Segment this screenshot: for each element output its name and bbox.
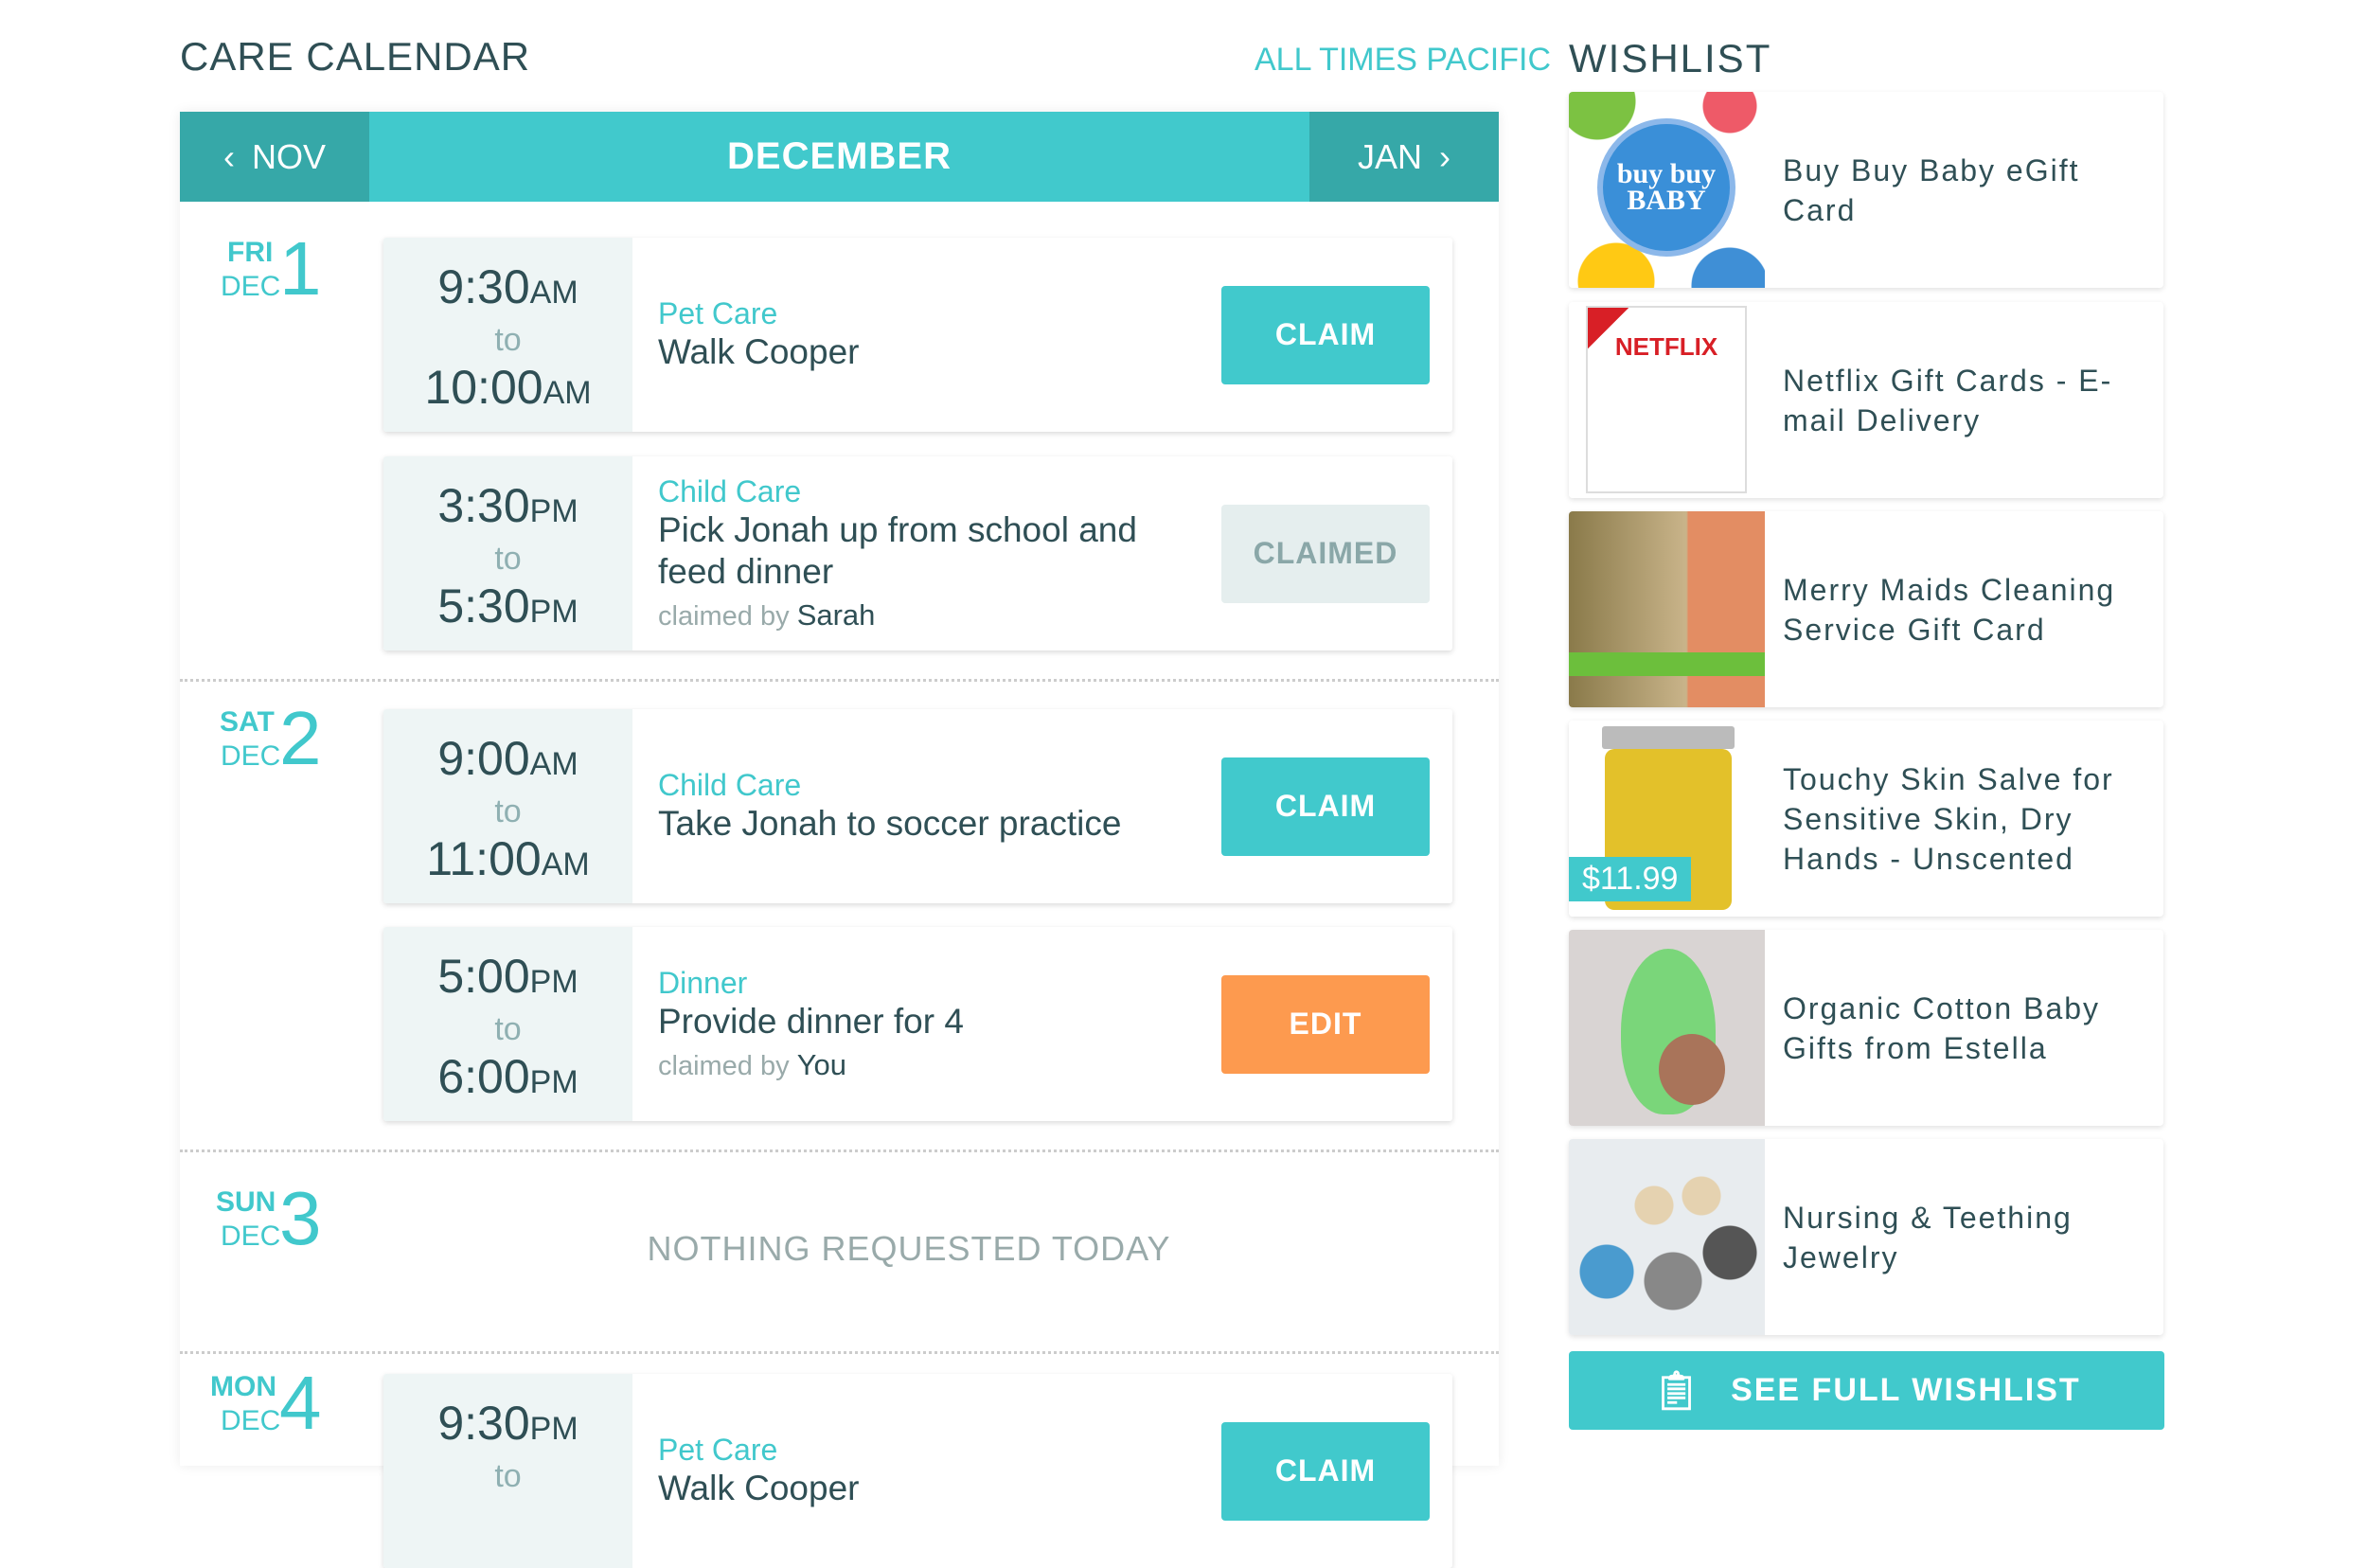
- day-month: DEC: [221, 271, 281, 302]
- avocado-toy-image: [1569, 930, 1765, 1126]
- wishlist-item-name: Organic Cotton Baby Gifts from Estella: [1783, 990, 2101, 1065]
- day-number: 3: [279, 1176, 322, 1260]
- event-title: Provide dinner for 4: [658, 1002, 964, 1041]
- day-divider: [180, 1351, 1499, 1354]
- claimed-by: claimed by Sarah: [658, 598, 876, 632]
- wishlist-item[interactable]: Nursing & Teething Jewelry: [1569, 1139, 2163, 1335]
- wishlist-title: WISHLIST: [1569, 36, 1772, 80]
- empty-day-message: NOTHING REQUESTED TODAY: [647, 1229, 1171, 1268]
- skin-salve-image: $11.99: [1569, 721, 1765, 917]
- claimed-button: CLAIMED: [1221, 504, 1430, 603]
- day-of-week: FRI: [227, 237, 274, 268]
- event-title: Pick Jonah up from school and feed dinne…: [658, 510, 1137, 591]
- see-full-wishlist-label: SEE FULL WISHLIST: [1731, 1372, 2081, 1408]
- wishlist-item-name: Touchy Skin Salve for Sensitive Skin, Dr…: [1783, 761, 2114, 876]
- event-title: Take Jonah to soccer practice: [658, 804, 1122, 843]
- current-month: DECEMBER: [727, 135, 952, 177]
- event-time: 9:30AM to 10:00AM: [383, 238, 632, 432]
- day-of-week: SAT: [220, 706, 275, 738]
- day-month: DEC: [221, 1405, 281, 1436]
- event-category: Dinner: [658, 966, 748, 1000]
- prev-month-button[interactable]: ‹ NOV: [180, 112, 369, 202]
- merry-maids-image: [1569, 511, 1765, 707]
- day-divider: [180, 679, 1499, 682]
- see-full-wishlist-button[interactable]: 📋︎ SEE FULL WISHLIST: [1569, 1351, 2164, 1430]
- day-divider: [180, 1149, 1499, 1152]
- chevron-left-icon: ‹: [222, 136, 235, 176]
- day-of-week: MON: [210, 1371, 276, 1402]
- claim-button[interactable]: CLAIM: [1221, 757, 1430, 856]
- day-of-week: SUN: [216, 1186, 276, 1218]
- event-card: 9:30AM to 10:00AM Pet Care Walk Cooper CLAI…: [383, 238, 1452, 432]
- day-number: 1: [279, 226, 322, 311]
- claimed-by: claimed by You: [658, 1048, 846, 1081]
- claim-button[interactable]: CLAIM: [1221, 1421, 1430, 1521]
- event-time: 9:30PM to: [383, 1374, 632, 1568]
- event-card: 9:00AM to 11:00AM Child Care Take Jonah to …: [383, 709, 1452, 903]
- wishlist-item[interactable]: $11.99 Touchy Skin Salve for Sensitive S…: [1569, 721, 2163, 917]
- wishlist-item-name: Merry Maids Cleaning Service Gift Card: [1783, 572, 2116, 647]
- month-nav: ‹ NOV DECEMBER JAN ›: [180, 112, 1499, 202]
- next-month-button[interactable]: JAN ›: [1309, 112, 1499, 202]
- wishlist-item[interactable]: Organic Cotton Baby Gifts from Estella: [1569, 930, 2163, 1126]
- netflix-card-image: NETFLIX: [1569, 302, 1765, 498]
- event-category: Pet Care: [658, 296, 778, 330]
- heart-list-icon: 📋︎: [1652, 1370, 1703, 1412]
- day-number: 2: [279, 696, 322, 780]
- next-month-label: JAN: [1357, 136, 1422, 176]
- event-time: 9:00AM to 11:00AM: [383, 709, 632, 903]
- day-month: DEC: [221, 1221, 281, 1252]
- event-card: 3:30PM to 5:30PM Child Care Pick Jonah up f…: [383, 456, 1452, 650]
- day-month: DEC: [221, 740, 281, 772]
- teething-jewelry-image: [1569, 1139, 1765, 1335]
- timezone-label: ALL TIMES PACIFIC: [1255, 42, 1552, 78]
- wishlist-item[interactable]: buy buy BABY Buy Buy Baby eGift Card: [1569, 92, 2163, 288]
- buybuybaby-image: buy buy BABY: [1569, 92, 1765, 288]
- price-badge: $11.99: [1569, 857, 1692, 901]
- event-time: 5:00PM to 6:00PM: [383, 927, 632, 1121]
- wishlist-item[interactable]: NETFLIX Netflix Gift Cards - E-mail Deli…: [1569, 302, 2163, 498]
- day-number: 4: [279, 1361, 322, 1445]
- care-calendar-title: CARE CALENDAR: [180, 34, 531, 79]
- event-title: Walk Cooper: [658, 332, 860, 371]
- calendar-panel: ‹ NOV DECEMBER JAN › FRI DEC 1 SAT DEC 2 SUN DE…: [180, 112, 1499, 1568]
- prev-month-label: NOV: [251, 136, 326, 176]
- event-category: Pet Care: [658, 1433, 778, 1467]
- wishlist-item-name: Buy Buy Baby eGift Card: [1783, 152, 2080, 227]
- wishlist-item[interactable]: Merry Maids Cleaning Service Gift Card: [1569, 511, 2163, 707]
- chevron-right-icon: ›: [1439, 136, 1450, 176]
- claim-button[interactable]: CLAIM: [1221, 285, 1430, 384]
- event-title: Walk Cooper: [658, 1469, 860, 1507]
- event-card: 9:30PM to Pet Care Walk Cooper CLAIM: [383, 1374, 1452, 1568]
- event-category: Child Care: [658, 474, 802, 508]
- wishlist-item-name: Netflix Gift Cards - E-mail Delivery: [1783, 363, 2113, 437]
- wishlist-item-name: Nursing & Teething Jewelry: [1783, 1200, 2073, 1274]
- event-category: Child Care: [658, 768, 802, 802]
- edit-button[interactable]: EDIT: [1221, 974, 1430, 1074]
- event-time: 3:30PM to 5:30PM: [383, 456, 632, 650]
- event-card: 5:00PM to 6:00PM Dinner Provide dinner for …: [383, 927, 1452, 1121]
